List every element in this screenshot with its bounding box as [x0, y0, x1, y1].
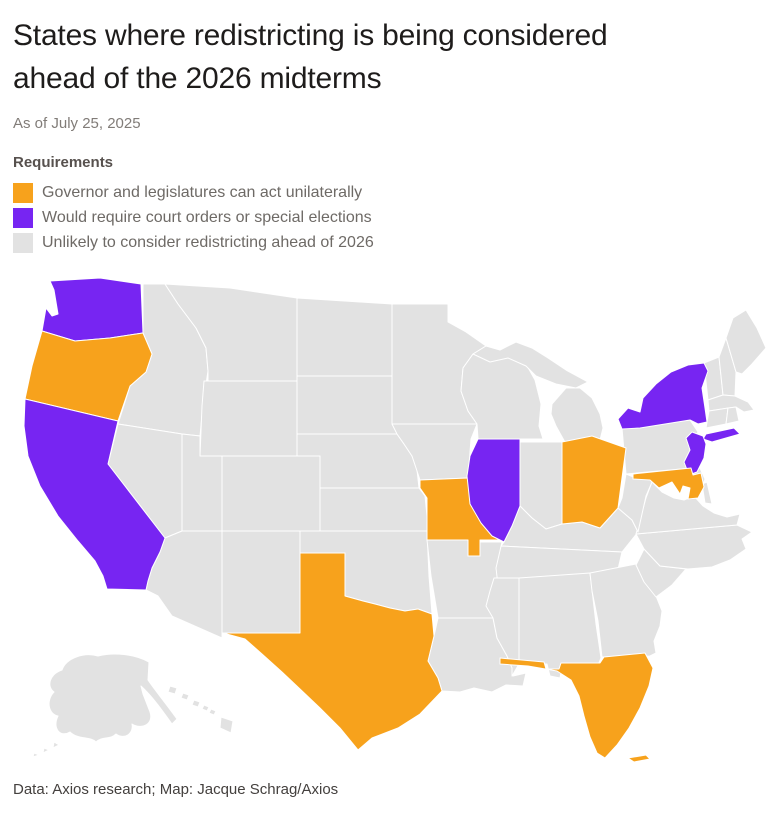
- state-wa: Washington: [41, 277, 144, 342]
- us-map-container: IdahoMontanaWyomingNevadaUtahColoradoAri…: [0, 276, 781, 776]
- state-nm: New Mexico: [221, 530, 301, 634]
- state-oh: Ohio: [561, 435, 627, 529]
- legend-label-court: Would require court orders or special el…: [42, 208, 372, 226]
- state-md: Maryland: [632, 467, 705, 500]
- state-tx: Texas: [222, 552, 443, 751]
- as-of-date: As of July 25, 2025: [13, 115, 141, 132]
- state-nc: North Carolina: [635, 524, 753, 570]
- legend-label-unilateral: Governor and legislatures can act unilat…: [42, 183, 363, 201]
- state-ny-li: New York (Long Island): [702, 427, 741, 443]
- state-va: Virginia: [635, 481, 741, 535]
- state-nd: North Dakota: [296, 297, 393, 377]
- state-or: Oregon: [24, 330, 153, 422]
- legend-swatch-unlikely: [13, 232, 33, 253]
- state-ca: California: [23, 398, 166, 591]
- legend-swatch-unilateral: [13, 182, 33, 203]
- page: States where redistricting is being cons…: [0, 0, 781, 255]
- state-il: Illinois: [466, 438, 521, 543]
- state-co: Colorado: [221, 455, 321, 532]
- state-ri: Rhode Island: [725, 406, 740, 425]
- source-attribution: Data: Axios research; Map: Jacque Schrag…: [13, 781, 339, 798]
- state-ks: Kansas: [319, 487, 428, 532]
- page-title: States where redistricting is being cons…: [13, 19, 608, 95]
- state-ct: Connecticut: [705, 407, 729, 429]
- state-ny: New York: [617, 362, 709, 430]
- legend-item-unlikely: Unlikely to consider redistricting ahead…: [13, 230, 768, 255]
- legend: Requirements Governor and legislatures c…: [13, 154, 768, 255]
- state-nh: New Hampshire: [718, 337, 737, 397]
- state-fl-keys: Florida Keys: [627, 754, 651, 763]
- state-sd: South Dakota: [296, 375, 398, 435]
- state-hi: Hawaii: [167, 685, 234, 734]
- state-mt: Montana: [164, 283, 298, 382]
- legend-item-court: Would require court orders or special el…: [13, 205, 768, 230]
- state-me: Maine: [725, 309, 767, 375]
- state-va-shore: Virginia (Eastern Shore): [701, 481, 713, 505]
- state-ak: Alaska: [32, 653, 178, 758]
- legend-label-unlikely: Unlikely to consider redistricting ahead…: [42, 233, 374, 251]
- legend-swatch-court: [13, 207, 33, 228]
- legend-header: Requirements: [13, 154, 114, 171]
- us-map: IdahoMontanaWyomingNevadaUtahColoradoAri…: [23, 277, 767, 763]
- state-fl: Florida: [499, 652, 654, 759]
- state-mi: Michigan: [550, 387, 604, 445]
- state-wy: Wyoming: [199, 380, 298, 457]
- legend-item-unilateral: Governor and legislatures can act unilat…: [13, 180, 768, 205]
